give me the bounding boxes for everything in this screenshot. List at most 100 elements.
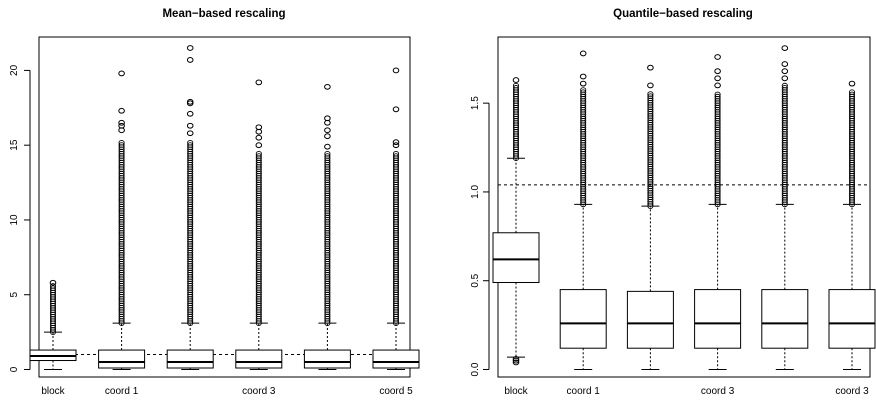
box-iqr <box>761 289 809 349</box>
outlier-point <box>324 127 331 134</box>
outlier-point <box>392 153 400 159</box>
outlier-point <box>714 93 721 100</box>
outlier-point <box>781 68 789 75</box>
outlier-point <box>647 82 654 89</box>
outlier-point <box>579 80 587 87</box>
box-iqr <box>166 349 214 369</box>
outlier-point <box>714 82 721 89</box>
outlier-point <box>512 85 520 91</box>
outlier-point <box>186 98 194 105</box>
outlier-point <box>781 61 789 67</box>
outlier-point <box>781 45 789 52</box>
y-tick-label: 1.5 <box>470 96 481 110</box>
outlier-point <box>49 283 57 289</box>
outlier-point <box>392 150 400 157</box>
outlier-point <box>118 70 125 77</box>
box-coord-3 <box>694 54 742 370</box>
box-coord-3 <box>235 79 283 370</box>
outlier-point <box>580 87 587 93</box>
boxes-group <box>492 45 876 370</box>
outlier-point <box>49 285 57 291</box>
plot-frame <box>497 36 871 378</box>
outlier-point <box>579 50 587 57</box>
boxes-group <box>29 45 420 370</box>
outlier-point <box>580 89 587 95</box>
outlier-point <box>255 153 262 159</box>
outlier-point <box>848 80 856 87</box>
outlier-point <box>49 279 57 286</box>
y-tick-label: 10 <box>9 214 20 226</box>
y-tick-label: 20 <box>9 64 20 76</box>
outlier-point <box>324 150 331 157</box>
box-coord-1 <box>559 50 607 370</box>
outlier-point <box>848 91 856 98</box>
y-axis: 0.0 0.5 1.0 1.5 <box>470 96 490 376</box>
x-tick-label: block <box>504 386 528 397</box>
box-coord-2 <box>166 45 214 370</box>
box-coord-5 <box>828 80 876 370</box>
y-tick-label: 15 <box>9 139 20 151</box>
y-tick-label: 0 <box>9 366 20 372</box>
outlier-point <box>714 68 721 75</box>
outlier-point <box>255 150 262 157</box>
x-tick-label: block <box>41 386 65 397</box>
box-iqr <box>694 289 742 349</box>
box-iqr <box>828 289 876 349</box>
panel-quantile-based: Quantile−based rescaling 0.0 0.5 1.0 1.5 bl… <box>470 8 876 397</box>
box-iqr <box>559 289 607 349</box>
box-coord-1 <box>98 70 146 370</box>
box-iqr <box>492 232 540 283</box>
outlier-point <box>512 82 520 89</box>
outlier-point <box>714 75 721 82</box>
x-axis: block coord 1 coord 3 coord 5 <box>41 386 413 397</box>
outlier-point <box>647 93 654 99</box>
outlier-point <box>848 89 856 95</box>
y-tick-label: 1.0 <box>470 185 481 199</box>
outlier-point <box>187 139 194 146</box>
outlier-point <box>324 115 331 122</box>
outlier-point <box>392 67 400 74</box>
y-axis: 0 5 10 15 20 <box>9 64 31 372</box>
outlier-point <box>392 106 400 113</box>
box-block <box>492 77 540 366</box>
outlier-point <box>324 133 331 140</box>
outlier-point <box>255 79 263 86</box>
x-tick-label: coord 1 <box>567 386 601 397</box>
x-axis: block coord 1 coord 3 coord 3 <box>504 386 869 397</box>
outlier-point <box>392 139 400 146</box>
panel-mean-based: Mean−based rescaling 0 5 10 15 20 block coord… <box>9 8 420 397</box>
y-tick-label: 5 <box>9 292 20 298</box>
outlier-point <box>255 124 263 131</box>
plot-frame <box>38 36 411 378</box>
outlier-point <box>118 107 125 114</box>
x-tick-label: coord 3 <box>701 386 735 397</box>
y-tick-label: 0.0 <box>470 362 481 376</box>
outlier-point <box>512 77 520 83</box>
box-iqr <box>372 349 420 369</box>
outlier-point <box>512 355 520 362</box>
box-coord-4 <box>303 83 351 370</box>
outlier-point <box>781 82 788 89</box>
box-coord-5 <box>372 67 420 370</box>
outlier-point <box>186 130 194 137</box>
outlier-point <box>781 75 789 82</box>
panel-title: Mean−based rescaling <box>162 8 285 20</box>
outlier-point <box>118 122 125 129</box>
outlier-point <box>186 122 194 129</box>
outlier-point <box>186 57 194 63</box>
outlier-point <box>324 83 331 90</box>
x-tick-label: coord 3 <box>835 386 869 397</box>
y-tick-label: 0.5 <box>470 273 481 287</box>
box-iqr <box>235 349 283 369</box>
outlier-point <box>255 142 263 149</box>
x-tick-label: coord 5 <box>379 386 413 397</box>
outlier-point <box>392 142 400 149</box>
outlier-point <box>187 142 194 148</box>
box-block <box>29 279 77 370</box>
outlier-point <box>647 91 654 97</box>
box-iqr <box>626 290 674 349</box>
outlier-point <box>714 91 721 98</box>
outlier-point <box>781 85 788 91</box>
outlier-point <box>186 110 194 117</box>
panel-title: Quantile−based rescaling <box>613 8 753 20</box>
